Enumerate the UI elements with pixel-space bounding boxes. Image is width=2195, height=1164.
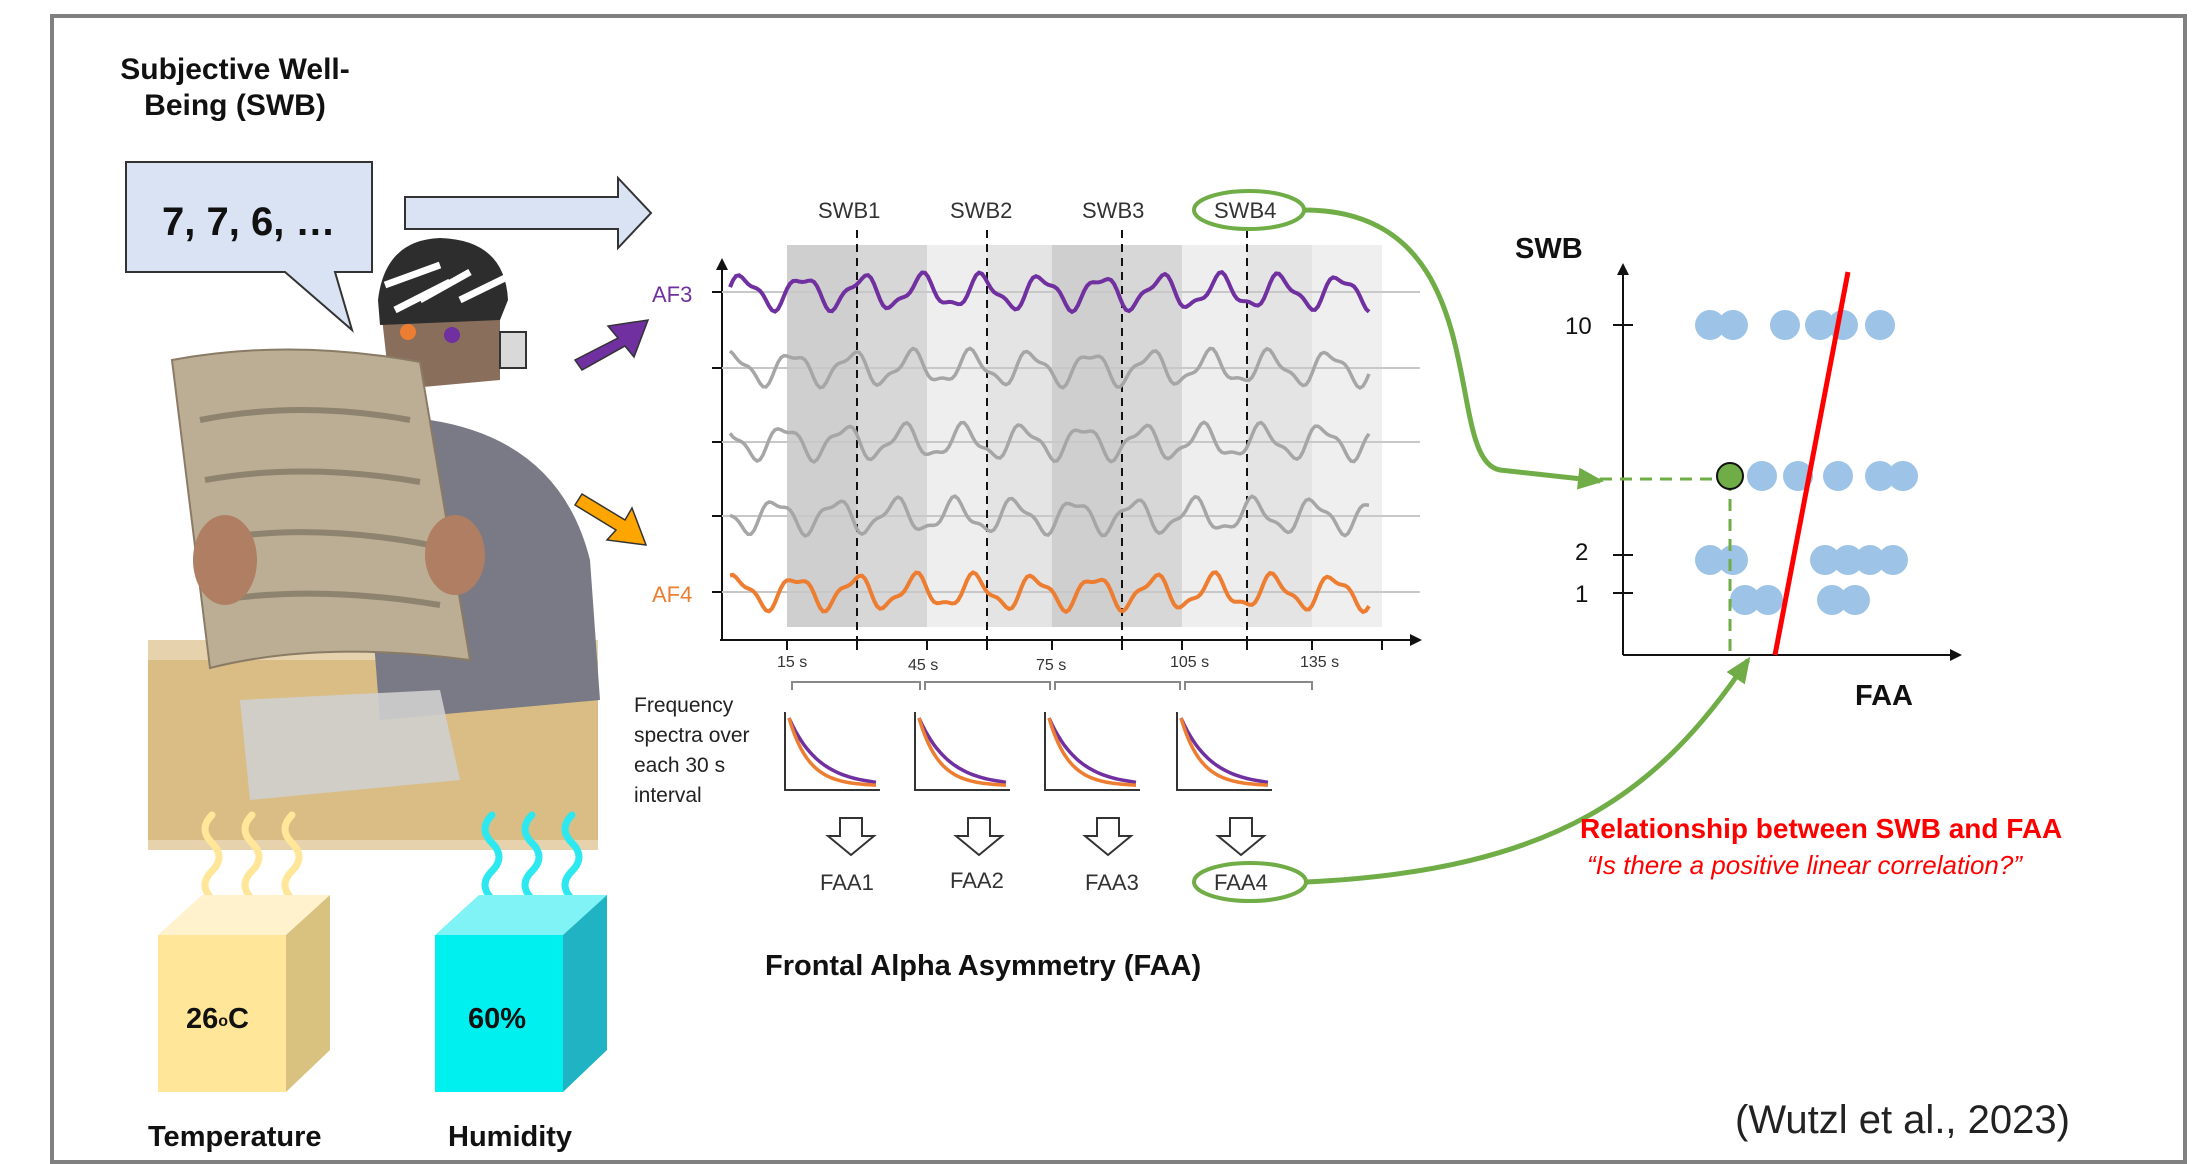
af3-wave — [728, 269, 1371, 315]
down-arrow-icon — [1082, 817, 1134, 857]
scatter-point — [1823, 461, 1853, 491]
humidity-value: 60% — [468, 1003, 526, 1035]
scatter-point — [1810, 545, 1840, 575]
spectrum-curve — [917, 717, 1007, 787]
scatter-point — [1840, 585, 1870, 615]
temperature-value: 26oC — [186, 1003, 249, 1035]
af3-arrow-icon — [573, 319, 650, 371]
temperature-label: Temperature — [148, 1121, 322, 1153]
spectrum-axes — [1044, 712, 1140, 791]
scatter-point — [1833, 545, 1863, 575]
interval-brackets — [791, 681, 1313, 690]
scatter-point — [1855, 545, 1885, 575]
eeg-panel — [712, 230, 1422, 650]
citation: (Wutzl et al., 2023) — [1735, 1098, 2070, 1142]
input-arrow-icon — [404, 175, 653, 251]
faa-to-scatter-arrow — [1305, 656, 1751, 885]
spectrum-curve — [1179, 717, 1269, 785]
scatter-point — [1878, 545, 1908, 575]
swb-to-scatter-arrow — [1303, 207, 1604, 490]
spectrum-curve — [1047, 717, 1137, 785]
scatter-point — [1718, 545, 1748, 575]
window-label-swb2: SWB2 — [950, 198, 1012, 223]
window-label-swb3: SWB3 — [1082, 198, 1144, 223]
scatter-point — [1817, 585, 1847, 615]
faa-label-2: FAA2 — [950, 868, 1004, 893]
spectra-label-line: interval — [634, 784, 702, 807]
scatter-xlabel: FAA — [1855, 680, 1913, 712]
scatter-point — [1770, 310, 1800, 340]
regression-line — [1772, 271, 1851, 656]
relationship-title: Relationship between SWB and FAA — [1580, 813, 2062, 844]
spectra-label-line: spectra over — [634, 724, 750, 747]
faa-label-4: FAA4 — [1214, 870, 1268, 895]
spectrum-curve — [1179, 717, 1269, 787]
eeg-wave-gray — [729, 494, 1370, 538]
scatter-ytick-1: 1 — [1575, 581, 1588, 608]
time-label: 45 s — [908, 657, 938, 674]
spectrum-curve — [787, 717, 877, 785]
spectra-label-line: each 30 s — [634, 754, 725, 777]
af4-wave — [729, 570, 1371, 615]
highlight-point — [1716, 462, 1744, 490]
spectrum-curve — [787, 717, 877, 787]
relationship-question: “Is there a positive linear correlation?… — [1587, 850, 2023, 880]
scatter-point — [1828, 310, 1858, 340]
humidity-waves-icon — [481, 811, 583, 903]
scatter-ylabel: SWB — [1515, 233, 1583, 265]
window-label-swb4: SWB4 — [1214, 198, 1276, 223]
scatter-point — [1888, 461, 1918, 491]
spectra-label-line: Frequency — [634, 694, 734, 717]
faa-title: Frontal Alpha Asymmetry (FAA) — [765, 950, 1201, 982]
spectrum-curve — [917, 717, 1007, 785]
scatter-point — [1695, 310, 1725, 340]
humidity-box — [435, 895, 607, 1092]
af4-arrow-icon — [573, 492, 648, 546]
faa-label-3: FAA3 — [1085, 870, 1139, 895]
swb-values: 7, 7, 6, … — [162, 200, 335, 244]
scatter-point — [1865, 310, 1895, 340]
window-label-swb1: SWB1 — [818, 198, 880, 223]
scatter-plot — [1600, 263, 1962, 661]
time-label: 105 s — [1170, 654, 1209, 671]
channel-label-af3: AF3 — [652, 282, 692, 307]
scatter-ytick-2: 2 — [1575, 539, 1588, 566]
speech-bubble — [125, 161, 373, 333]
scatter-point — [1805, 310, 1835, 340]
spectrum-axes — [1176, 712, 1272, 791]
person-reading-illustration — [148, 238, 600, 850]
scatter-point — [1747, 461, 1777, 491]
scatter-point — [1865, 461, 1895, 491]
down-arrow-icon — [825, 817, 877, 857]
spectra-down-arrows — [825, 817, 1267, 857]
scatter-point — [1753, 585, 1783, 615]
time-label: 135 s — [1300, 654, 1339, 671]
temperature-box — [158, 895, 330, 1092]
faa-label-1: FAA1 — [820, 870, 874, 895]
down-arrow-icon — [953, 817, 1005, 857]
channel-label-af4: AF4 — [652, 582, 692, 607]
temperature-heat-waves-icon — [201, 811, 303, 903]
spectrum-curve — [1047, 717, 1137, 787]
humidity-label: Humidity — [448, 1121, 572, 1153]
down-arrow-icon — [1215, 817, 1267, 857]
scatter-point — [1695, 545, 1725, 575]
eeg-wave-gray — [728, 346, 1371, 390]
time-label: 15 s — [777, 654, 807, 671]
scatter-point — [1718, 310, 1748, 340]
spectrum-axes — [914, 712, 1010, 791]
spectrum-axes — [784, 712, 880, 791]
eeg-wave-gray — [728, 420, 1371, 464]
time-label: 75 s — [1036, 657, 1066, 674]
swb-title: Subjective Well-Being (SWB) — [120, 53, 350, 122]
scatter-ytick-10: 10 — [1565, 313, 1592, 340]
spectra-plots — [784, 712, 1272, 791]
scatter-point — [1730, 585, 1760, 615]
